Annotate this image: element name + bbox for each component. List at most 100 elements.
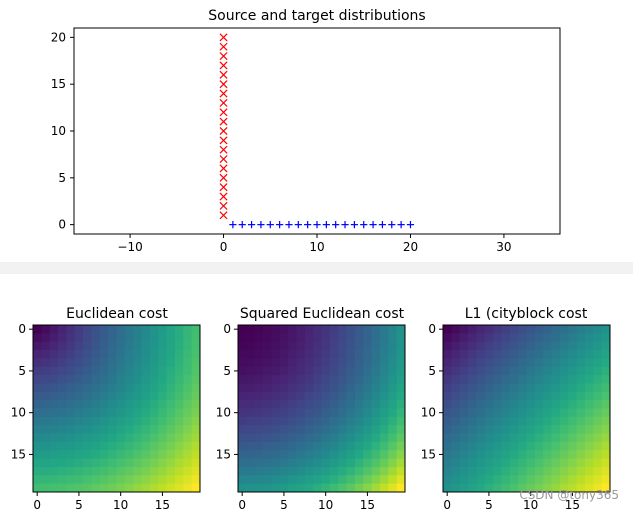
heatmap-1-cell: [174, 416, 184, 426]
heatmap-2-cell: [296, 450, 306, 459]
heatmap-1-cell: [183, 400, 193, 409]
heatmap-3-cell: [518, 408, 527, 418]
heatmap-1-cell: [58, 458, 67, 468]
heatmap-1-cell: [124, 333, 134, 343]
heatmap-1-cell: [83, 483, 92, 493]
heatmap-1-cell: [174, 408, 184, 418]
heatmap-1-cell: [149, 450, 159, 459]
heatmap-2-cell: [363, 416, 372, 426]
heatmap-2-cell: [296, 358, 306, 368]
heatmap-3-cell: [451, 366, 461, 376]
heatmap-3-cell: [568, 375, 577, 384]
heatmap-1-cell: [133, 408, 142, 418]
heatmap-1-cell: [74, 425, 84, 434]
heatmap-1-cell: [91, 466, 101, 476]
heatmap-1-cell: [191, 483, 201, 493]
heatmap-1-cell: [116, 391, 126, 401]
heatmap-3-cell: [476, 400, 486, 409]
heatmap-2-cell: [388, 475, 398, 485]
heatmap-2-cell: [246, 350, 256, 359]
heatmap-1-cell: [83, 408, 92, 418]
heatmap-3-cell: [476, 416, 486, 426]
heatmap-3-cell: [476, 483, 486, 493]
heatmap-2-cell: [238, 425, 247, 434]
heatmap-1-cell: [49, 341, 59, 351]
target-point-11: [332, 221, 340, 229]
heatmap-1-cell: [99, 416, 109, 426]
heatmap-2-cell: [363, 333, 372, 343]
heatmap-1-cell: [166, 325, 176, 334]
heatmap-1-cell: [66, 408, 76, 418]
heatmap-2-cell: [329, 466, 339, 476]
heatmap-3-cell: [559, 416, 569, 426]
heatmap-3-cell: [493, 383, 502, 393]
heatmap-2-cell: [279, 366, 289, 376]
heatmap-2-cell: [388, 358, 398, 368]
heatmap-1-cell: [33, 341, 42, 351]
heatmap-2-cell: [254, 433, 264, 443]
heatmap-2-cell: [371, 408, 381, 418]
heatmap-2-cell: [363, 466, 372, 476]
heatmap-1-cell: [141, 475, 151, 485]
heatmap-1-cell: [158, 441, 167, 451]
heatmap-1-cell: [66, 425, 76, 434]
heatmap-2-cell: [263, 341, 272, 351]
heatmap-1-cell: [41, 383, 51, 393]
heatmap-1-cell: [158, 408, 167, 418]
heatmap-3-cell: [509, 416, 519, 426]
heatmap-3-cell: [584, 341, 594, 351]
heatmap-1-cell: [124, 350, 134, 359]
heatmap-2-cell: [271, 425, 281, 434]
heatmap-2-cell: [371, 475, 381, 485]
heatmap-3-xtick-label-0: 0: [443, 498, 451, 512]
heatmap-1-cell: [74, 466, 84, 476]
heatmap-2-cell: [321, 441, 331, 451]
heatmap-3-cell: [543, 416, 552, 426]
heatmap-2-cell: [313, 391, 322, 401]
heatmap-2-cell: [379, 450, 389, 459]
heatmap-1-ytick-label-2: 10: [11, 406, 26, 420]
heatmap-3-cell: [509, 333, 519, 343]
heatmap-2-cell: [354, 358, 364, 368]
heatmap-1-cell: [83, 400, 92, 409]
heatmap-2-cell: [238, 358, 247, 368]
heatmap-2-cell: [338, 466, 347, 476]
heatmap-2-cell: [313, 366, 322, 376]
heatmap-1-cell: [116, 325, 126, 334]
heatmap-1-cell: [116, 483, 126, 493]
heatmap-1-cell: [116, 375, 126, 384]
heatmap-3-cell: [484, 350, 494, 359]
heatmap-1-cell: [124, 375, 134, 384]
heatmap-1-cell: [166, 350, 176, 359]
heatmap-1-cell: [124, 400, 134, 409]
heatmap-3-cell: [551, 441, 561, 451]
heatmap-3-cell: [443, 341, 452, 351]
heatmap-panel-1: Euclidean cost 0 5 10 15 0 5 10 15: [11, 306, 201, 512]
heatmap-1-cell: [83, 425, 92, 434]
scatter-ytick-label-4: 20: [51, 30, 66, 44]
heatmap-3-cell: [459, 450, 469, 459]
heatmap-2-cell: [321, 325, 331, 334]
heatmap-2-cell: [338, 400, 347, 409]
heatmap-2-cell: [388, 433, 398, 443]
heatmap-3-cell: [501, 366, 511, 376]
heatmap-3-cell: [601, 391, 611, 401]
heatmap-1-cell: [166, 391, 176, 401]
heatmap-2-cell: [246, 333, 256, 343]
heatmap-2-cell: [371, 341, 381, 351]
heatmap-3-ytick-label-3: 15: [421, 447, 436, 461]
heatmap-3-cell: [443, 433, 452, 443]
heatmap-3-cell: [484, 466, 494, 476]
source-point-19: [219, 33, 228, 42]
heatmap-1-cell: [83, 350, 92, 359]
heatmap-1-cell: [116, 341, 126, 351]
heatmap-3-cell: [543, 358, 552, 368]
heatmap-3-cell: [493, 425, 502, 434]
heatmap-3-cell: [559, 400, 569, 409]
heatmap-2-cell: [304, 441, 314, 451]
heatmap-3-cell: [534, 433, 544, 443]
heatmap-1-cell: [133, 325, 142, 334]
heatmap-3-cell: [559, 408, 569, 418]
heatmap-2-cell: [313, 383, 322, 393]
heatmap-2-cell: [338, 408, 347, 418]
